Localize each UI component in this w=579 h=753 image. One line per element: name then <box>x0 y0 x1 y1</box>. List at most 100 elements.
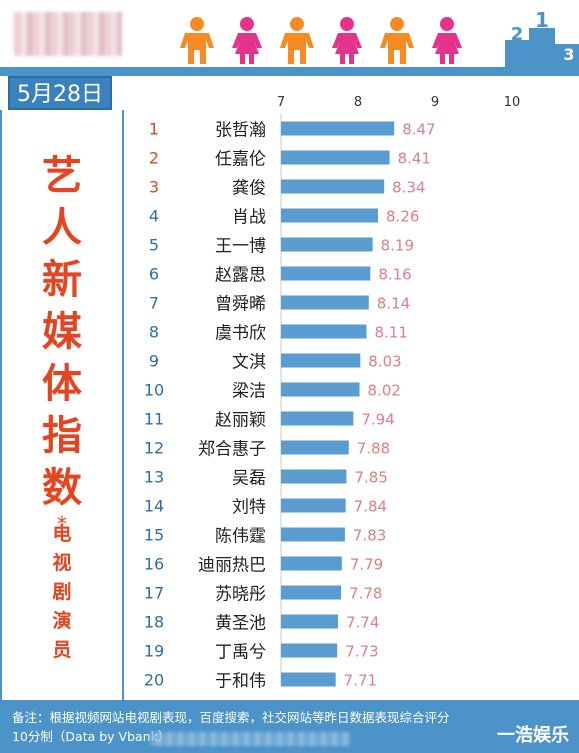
value-label: 7.79 <box>350 556 383 574</box>
bar <box>281 585 342 600</box>
bar <box>281 498 346 513</box>
x-tick-label: 9 <box>431 95 439 110</box>
bar <box>281 411 354 426</box>
artist-name-label: 任嘉伦 <box>215 150 266 170</box>
value-label: 7.85 <box>354 469 387 487</box>
bar <box>281 556 342 571</box>
rank-label: 8 <box>149 323 159 342</box>
podium-digit-3: 3 <box>563 45 574 64</box>
bar <box>281 150 390 165</box>
side-subtitle-char: 视 <box>52 552 72 574</box>
person-icon-female <box>332 17 362 64</box>
side-title-char: 媒 <box>42 309 82 355</box>
value-label: 8.26 <box>386 208 419 226</box>
rank-label: 11 <box>144 410 164 429</box>
value-label: 7.71 <box>344 672 377 690</box>
bar <box>281 469 347 484</box>
side-subtitle-char: 电 <box>52 523 72 545</box>
value-label: 8.14 <box>377 295 410 313</box>
artist-name-label: 肖战 <box>232 208 266 228</box>
value-label: 7.78 <box>349 585 382 603</box>
value-label: 8.02 <box>368 382 401 400</box>
side-title-star: * <box>57 512 67 536</box>
ranking-bar-chart: 7 8 9 10 1 张哲瀚 8.47 2 任嘉伦 8.41 3 龚俊 8.34 4 肖战 8.26 5 王一博 8… <box>144 95 521 692</box>
artist-name-label: 迪丽热巴 <box>198 556 266 576</box>
date-label: 5月28日 <box>8 76 112 110</box>
blurred-logo <box>14 12 122 56</box>
artist-name-label: 虞书欣 <box>215 324 266 344</box>
blurred-watermark <box>150 732 350 746</box>
podium-icon: 2 1 3 <box>505 10 579 68</box>
bar <box>281 643 338 658</box>
artist-name-label: 文淇 <box>232 353 266 373</box>
person-icon-male <box>180 17 214 64</box>
artist-name-label: 苏晓彤 <box>215 585 266 605</box>
side-title-char: 体 <box>42 361 82 407</box>
rank-label: 12 <box>144 439 164 458</box>
value-label: 7.88 <box>357 440 390 458</box>
bar <box>281 672 336 687</box>
footer: 备注：根据视频网站电视剧表现，百度搜索，社交网站等昨日数据表现综合评分 10分制… <box>0 700 579 753</box>
footer-note-scale: 10分制（Data by Vbank） <box>12 729 171 744</box>
bar <box>281 353 361 368</box>
side-subtitle: 电 视 剧 演 员 <box>2 520 122 665</box>
x-tick-label: 10 <box>504 95 521 110</box>
value-label: 7.94 <box>361 411 394 429</box>
side-title-char: 指 <box>42 413 82 459</box>
bar <box>281 295 369 310</box>
rank-label: 17 <box>144 584 164 603</box>
bar <box>281 527 345 542</box>
frame-line-left <box>0 110 2 700</box>
header-bar <box>0 67 579 76</box>
bar <box>281 440 349 455</box>
brand-watermark: 一浩娱乐 <box>497 725 569 746</box>
value-label: 8.47 <box>402 121 435 139</box>
side-title: 艺 人 新 媒 体 指 数 * <box>2 150 122 534</box>
artist-name-label: 郑合惠子 <box>198 440 266 460</box>
rank-label: 5 <box>149 236 159 255</box>
side-title-char: 数 <box>42 465 82 511</box>
bar <box>281 382 360 397</box>
rank-label: 10 <box>144 381 164 400</box>
artist-name-label: 王一博 <box>215 237 266 257</box>
value-label: 8.03 <box>368 353 401 371</box>
rank-label: 2 <box>149 149 159 168</box>
value-label: 7.84 <box>354 498 387 516</box>
side-subtitle-char: 员 <box>52 639 72 661</box>
artist-name-label: 张哲瀚 <box>215 121 266 141</box>
artist-name-label: 曾舜晞 <box>215 295 266 315</box>
value-label: 8.41 <box>398 150 431 168</box>
bar <box>281 208 379 223</box>
rank-label: 16 <box>144 555 164 574</box>
frame-line-divider <box>122 110 124 700</box>
bar <box>281 266 371 281</box>
value-label: 8.34 <box>392 179 425 197</box>
podium-digit-2: 2 <box>511 24 524 45</box>
side-title-char: 艺 <box>42 153 82 199</box>
x-tick-label: 7 <box>277 95 285 110</box>
bar <box>281 179 385 194</box>
rank-label: 7 <box>149 294 159 313</box>
value-label: 7.73 <box>345 643 378 661</box>
value-label: 7.74 <box>346 614 379 632</box>
side-title-char: 新 <box>42 257 82 303</box>
rank-label: 13 <box>144 468 164 487</box>
rank-label: 20 <box>144 671 164 690</box>
side-subtitle-char: 剧 <box>52 581 72 603</box>
x-tick-label: 8 <box>354 95 362 110</box>
people-icons <box>180 17 462 64</box>
bar <box>281 121 395 136</box>
rank-label: 14 <box>144 497 164 516</box>
rank-label: 6 <box>149 265 159 284</box>
artist-name-label: 于和伟 <box>215 672 266 692</box>
rank-label: 3 <box>149 178 159 197</box>
value-label: 7.83 <box>353 527 386 545</box>
bar <box>281 614 338 629</box>
artist-name-label: 陈伟霆 <box>215 527 266 547</box>
artist-name-label: 龚俊 <box>232 179 266 199</box>
rank-label: 4 <box>149 207 159 226</box>
rank-label: 15 <box>144 526 164 545</box>
value-label: 8.16 <box>378 266 411 284</box>
person-icon-female <box>432 17 462 64</box>
artist-name-label: 黄圣池 <box>215 614 266 634</box>
